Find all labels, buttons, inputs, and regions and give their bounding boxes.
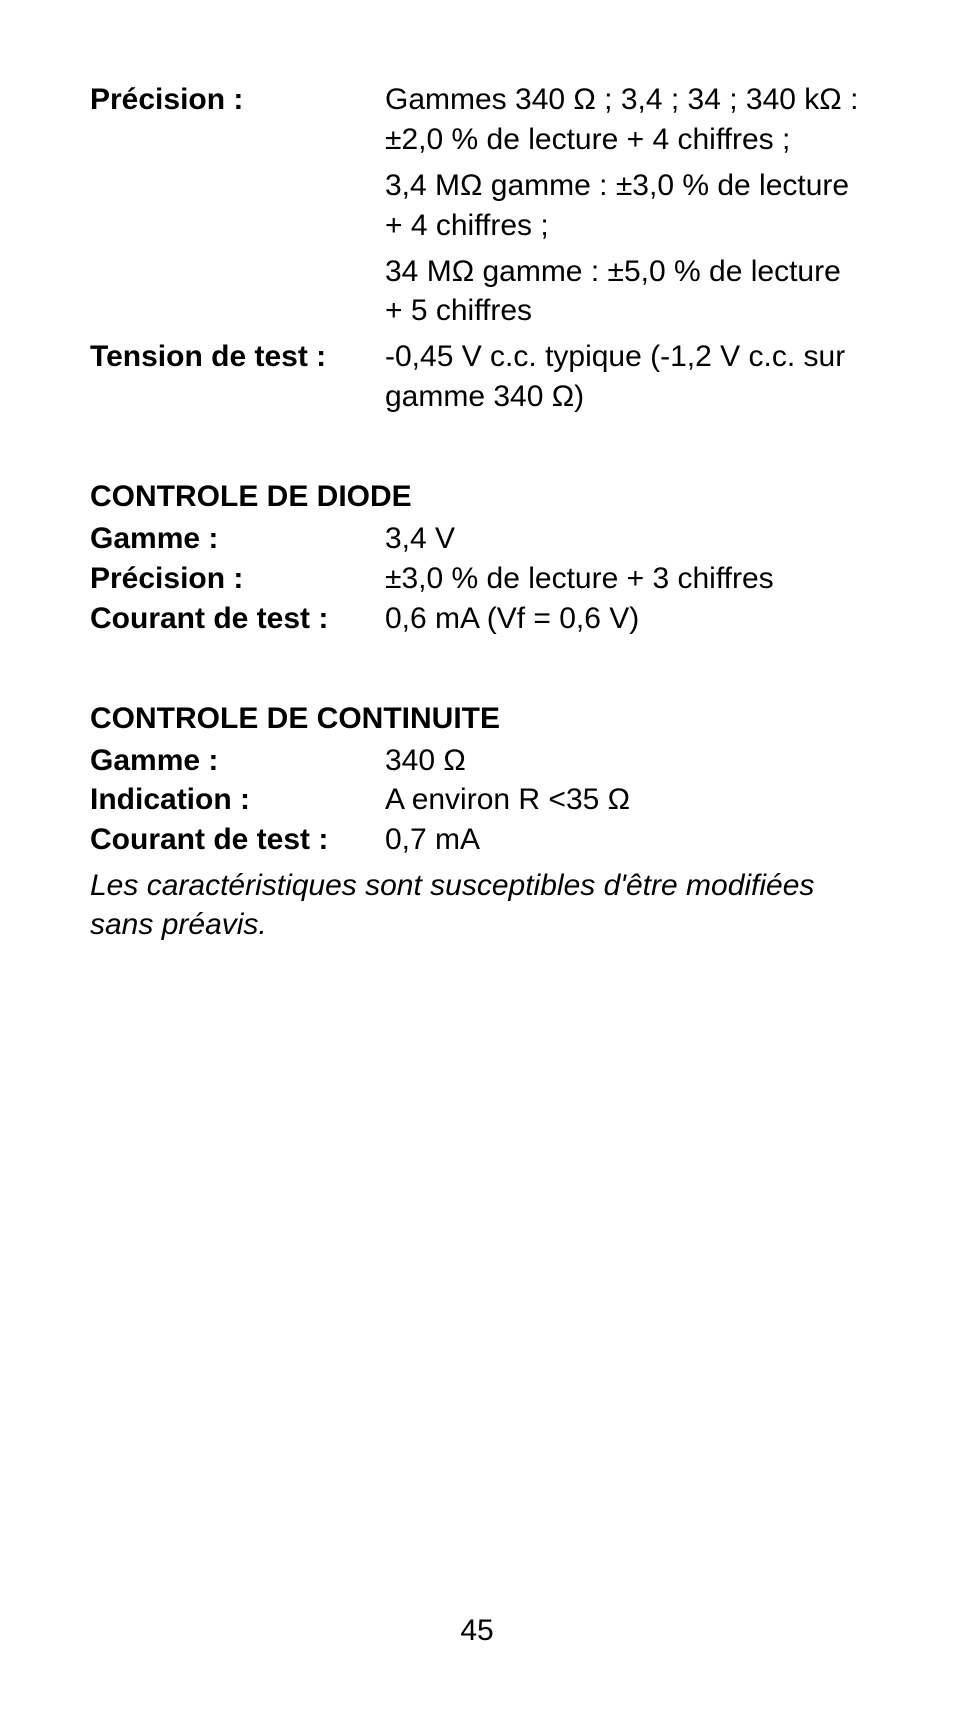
- spec-row-continuity-current: Courant de test : 0,7 mA: [90, 820, 864, 860]
- continuity-test-current-label: Courant de test :: [90, 820, 385, 860]
- continuity-indication-value: A environ R <35 Ω: [385, 780, 864, 820]
- spec-row-continuity-range: Gamme : 340 Ω: [90, 741, 864, 781]
- page: Précision : Gammes 340 Ω ; 3,4 ; 34 ; 34…: [0, 0, 954, 1718]
- diode-test-current-label: Courant de test :: [90, 599, 385, 639]
- continuity-indication-label: Indication :: [90, 780, 385, 820]
- page-number: 45: [0, 1614, 954, 1648]
- diode-precision-value: ±3,0 % de lecture + 3 chiffres: [385, 559, 864, 599]
- diode-precision-label: Précision :: [90, 559, 385, 599]
- test-voltage-value: -0,45 V c.c. typique (-1,2 V c.c. sur ga…: [385, 337, 864, 417]
- precision-values: Gammes 340 Ω ; 3,4 ; 34 ; 340 kΩ : ±2,0 …: [385, 80, 864, 337]
- continuity-range-value: 340 Ω: [385, 741, 864, 781]
- test-voltage-label: Tension de test :: [90, 337, 385, 377]
- diode-test-current-value: 0,6 mA (Vf = 0,6 V): [385, 599, 864, 639]
- spec-row-precision: Précision : Gammes 340 Ω ; 3,4 ; 34 ; 34…: [90, 80, 864, 337]
- diode-range-label: Gamme :: [90, 519, 385, 559]
- continuity-test-current-value: 0,7 mA: [385, 820, 864, 860]
- precision-value-1: 3,4 MΩ gamme : ±3,0 % de lecture + 4 chi…: [385, 166, 864, 246]
- spec-row-diode-range: Gamme : 3,4 V: [90, 519, 864, 559]
- spec-row-test-voltage: Tension de test : -0,45 V c.c. typique (…: [90, 337, 864, 417]
- diode-heading: CONTROLE DE DIODE: [90, 477, 864, 517]
- continuity-heading: CONTROLE DE CONTINUITE: [90, 699, 864, 739]
- precision-value-0: Gammes 340 Ω ; 3,4 ; 34 ; 340 kΩ : ±2,0 …: [385, 80, 864, 160]
- spec-row-continuity-indication: Indication : A environ R <35 Ω: [90, 780, 864, 820]
- diode-range-value: 3,4 V: [385, 519, 864, 559]
- footnote: Les caractéristiques sont susceptibles d…: [90, 866, 864, 944]
- spec-row-diode-current: Courant de test : 0,6 mA (Vf = 0,6 V): [90, 599, 864, 639]
- continuity-range-label: Gamme :: [90, 741, 385, 781]
- spec-row-diode-precision: Précision : ±3,0 % de lecture + 3 chiffr…: [90, 559, 864, 599]
- precision-value-2: 34 MΩ gamme : ±5,0 % de lecture + 5 chif…: [385, 252, 864, 332]
- precision-label: Précision :: [90, 80, 385, 120]
